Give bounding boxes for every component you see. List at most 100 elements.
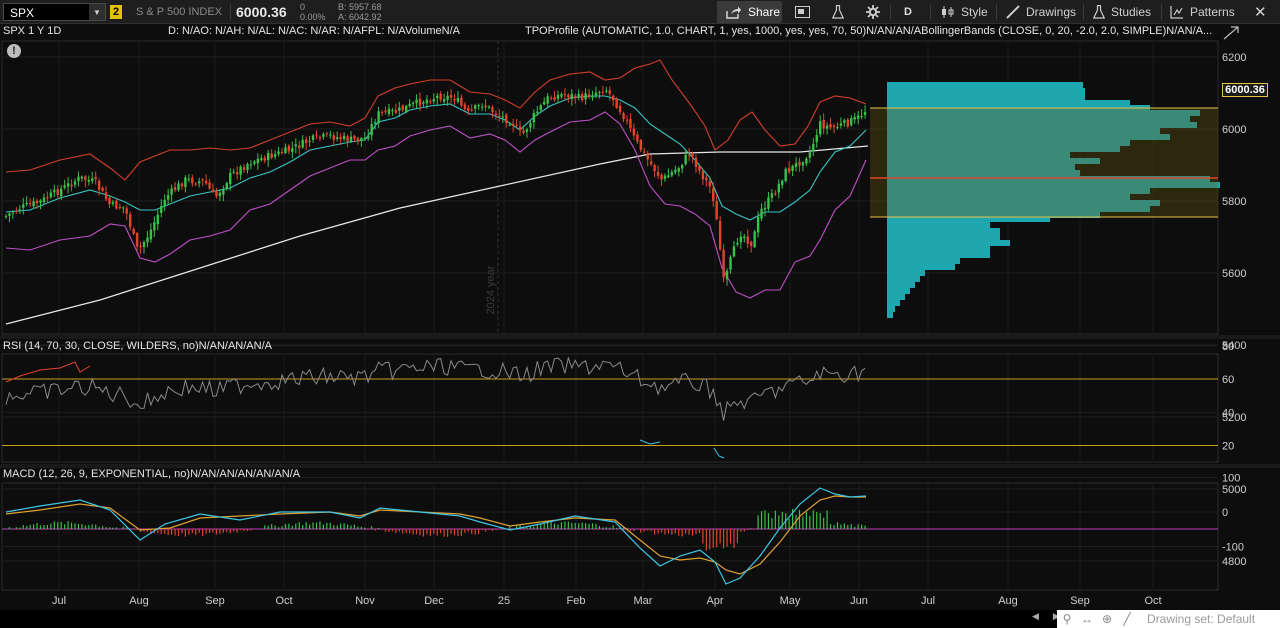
- chevron-down-icon[interactable]: ▼: [89, 4, 105, 20]
- candle-body: [405, 105, 408, 113]
- candle-body: [384, 110, 387, 113]
- alert-icon[interactable]: !: [7, 44, 21, 58]
- candle-body: [536, 111, 539, 113]
- candle-body: [715, 201, 718, 220]
- candle-body: [691, 153, 694, 157]
- candle-body: [166, 195, 170, 200]
- candle-body: [856, 115, 860, 119]
- candle-body: [160, 206, 163, 213]
- candle-body: [104, 192, 108, 200]
- candle-body: [556, 94, 560, 99]
- candle-body: [39, 200, 42, 203]
- tpo-profile-bar: [887, 282, 915, 288]
- candle-body: [432, 99, 435, 102]
- candle-body: [477, 105, 480, 107]
- candle-body: [163, 199, 166, 206]
- symbol-text: SPX: [10, 6, 35, 20]
- zoom-icon[interactable]: [1221, 24, 1241, 42]
- macd-title: MACD (12, 26, 9, EXPONENTIAL, no)N/AN/AN…: [3, 468, 301, 480]
- tpo-profile-bar: [887, 288, 910, 294]
- candle-body: [529, 123, 532, 128]
- tpo-profile-bar: [887, 122, 1197, 128]
- symbol-input[interactable]: SPX ▼: [3, 3, 106, 21]
- divider: [996, 4, 997, 20]
- divider: [930, 4, 931, 20]
- candle-body: [787, 167, 791, 173]
- candle-body: [815, 134, 818, 143]
- line-tool-icon[interactable]: ╱: [1123, 612, 1131, 626]
- candle-body: [453, 98, 456, 101]
- candle-body: [418, 98, 422, 106]
- share-button[interactable]: Share: [717, 1, 782, 23]
- candle-body: [687, 154, 691, 156]
- bollinger-upper-line: [5, 59, 867, 181]
- ask-price: A: 6042.92: [338, 12, 382, 22]
- candle-body: [470, 109, 473, 111]
- candle-body: [394, 109, 398, 113]
- chart-status-line: D: N/AO: N/AH: N/AL: N/AC: N/AR: N/AFPL:…: [168, 25, 460, 37]
- candle-body: [387, 108, 391, 115]
- drawings-button[interactable]: Drawings: [1006, 0, 1076, 24]
- candle-body: [705, 177, 708, 181]
- candle-body: [35, 200, 39, 204]
- scroll-arrows[interactable]: ◀▶: [1032, 611, 1074, 621]
- divider: [890, 4, 891, 20]
- snapshot-icon[interactable]: [791, 0, 813, 24]
- candle-body: [94, 176, 97, 180]
- candle-body: [632, 128, 636, 136]
- rsi-tick-label: 40: [1222, 407, 1234, 419]
- candle-body: [180, 183, 184, 187]
- change-box: 0 0.00%: [300, 2, 326, 22]
- share-label: Share: [748, 5, 781, 19]
- candle-body: [684, 154, 687, 165]
- time-tick-label: Aug: [129, 595, 149, 607]
- candle-body: [505, 114, 508, 123]
- candle-body: [708, 181, 711, 187]
- bid-ask-box: B: 5957.68 A: 6042.92: [338, 2, 382, 22]
- candle-body: [77, 176, 80, 182]
- chart-area[interactable]: 2024 year 6200 6000 5800 5600 5400 5200 5000 480…: [0, 24, 1280, 610]
- candle-body: [336, 137, 339, 139]
- candle-body: [753, 231, 756, 248]
- crosshair-icon[interactable]: ⊕: [1101, 612, 1113, 626]
- studies-button[interactable]: Studies: [1093, 0, 1151, 24]
- period-button[interactable]: D: [904, 6, 912, 18]
- candle-body: [222, 188, 225, 195]
- style-button[interactable]: Style: [941, 0, 988, 24]
- tpo-profile-bar: [887, 234, 1000, 240]
- candle-body: [612, 95, 615, 101]
- link-group-badge[interactable]: 2: [110, 5, 122, 19]
- candle-body: [142, 242, 146, 247]
- candle-body: [329, 134, 332, 136]
- flask-icon[interactable]: [827, 0, 849, 24]
- tpo-profile-bar: [887, 134, 1170, 140]
- patterns-button[interactable]: Patterns: [1170, 0, 1235, 24]
- candle-body: [746, 236, 749, 244]
- candle-body: [670, 171, 674, 176]
- candle-body: [194, 183, 197, 185]
- time-tick-label: Mar: [634, 595, 653, 607]
- candle-body: [667, 175, 670, 178]
- candle-body: [108, 197, 111, 205]
- candle-body: [22, 204, 25, 208]
- candle-body: [211, 189, 215, 192]
- candle-body: [750, 241, 753, 246]
- candle-body: [439, 93, 442, 100]
- candle-body: [311, 135, 315, 140]
- last-price-tag: 6000.36: [1222, 83, 1268, 97]
- gear-icon[interactable]: [862, 0, 884, 24]
- zoom-in-icon[interactable]: ⚲: [1062, 612, 1072, 626]
- close-icon[interactable]: ✕: [1254, 4, 1267, 21]
- percent-change: 0.00%: [300, 12, 326, 22]
- candle-body: [70, 184, 73, 187]
- candle-body: [377, 111, 380, 124]
- pan-icon[interactable]: ↔: [1081, 612, 1093, 626]
- candle-body: [363, 137, 366, 139]
- tpo-profile-bar: [887, 82, 1083, 88]
- candle-body: [463, 104, 467, 110]
- candle-body: [722, 249, 725, 278]
- candle-body: [270, 153, 273, 159]
- price-tick-label: 5800: [1222, 196, 1246, 208]
- candle-body: [743, 236, 746, 239]
- study-legend: TPOProfile (AUTOMATIC, 1.0, CHART, 1, ye…: [525, 25, 1213, 37]
